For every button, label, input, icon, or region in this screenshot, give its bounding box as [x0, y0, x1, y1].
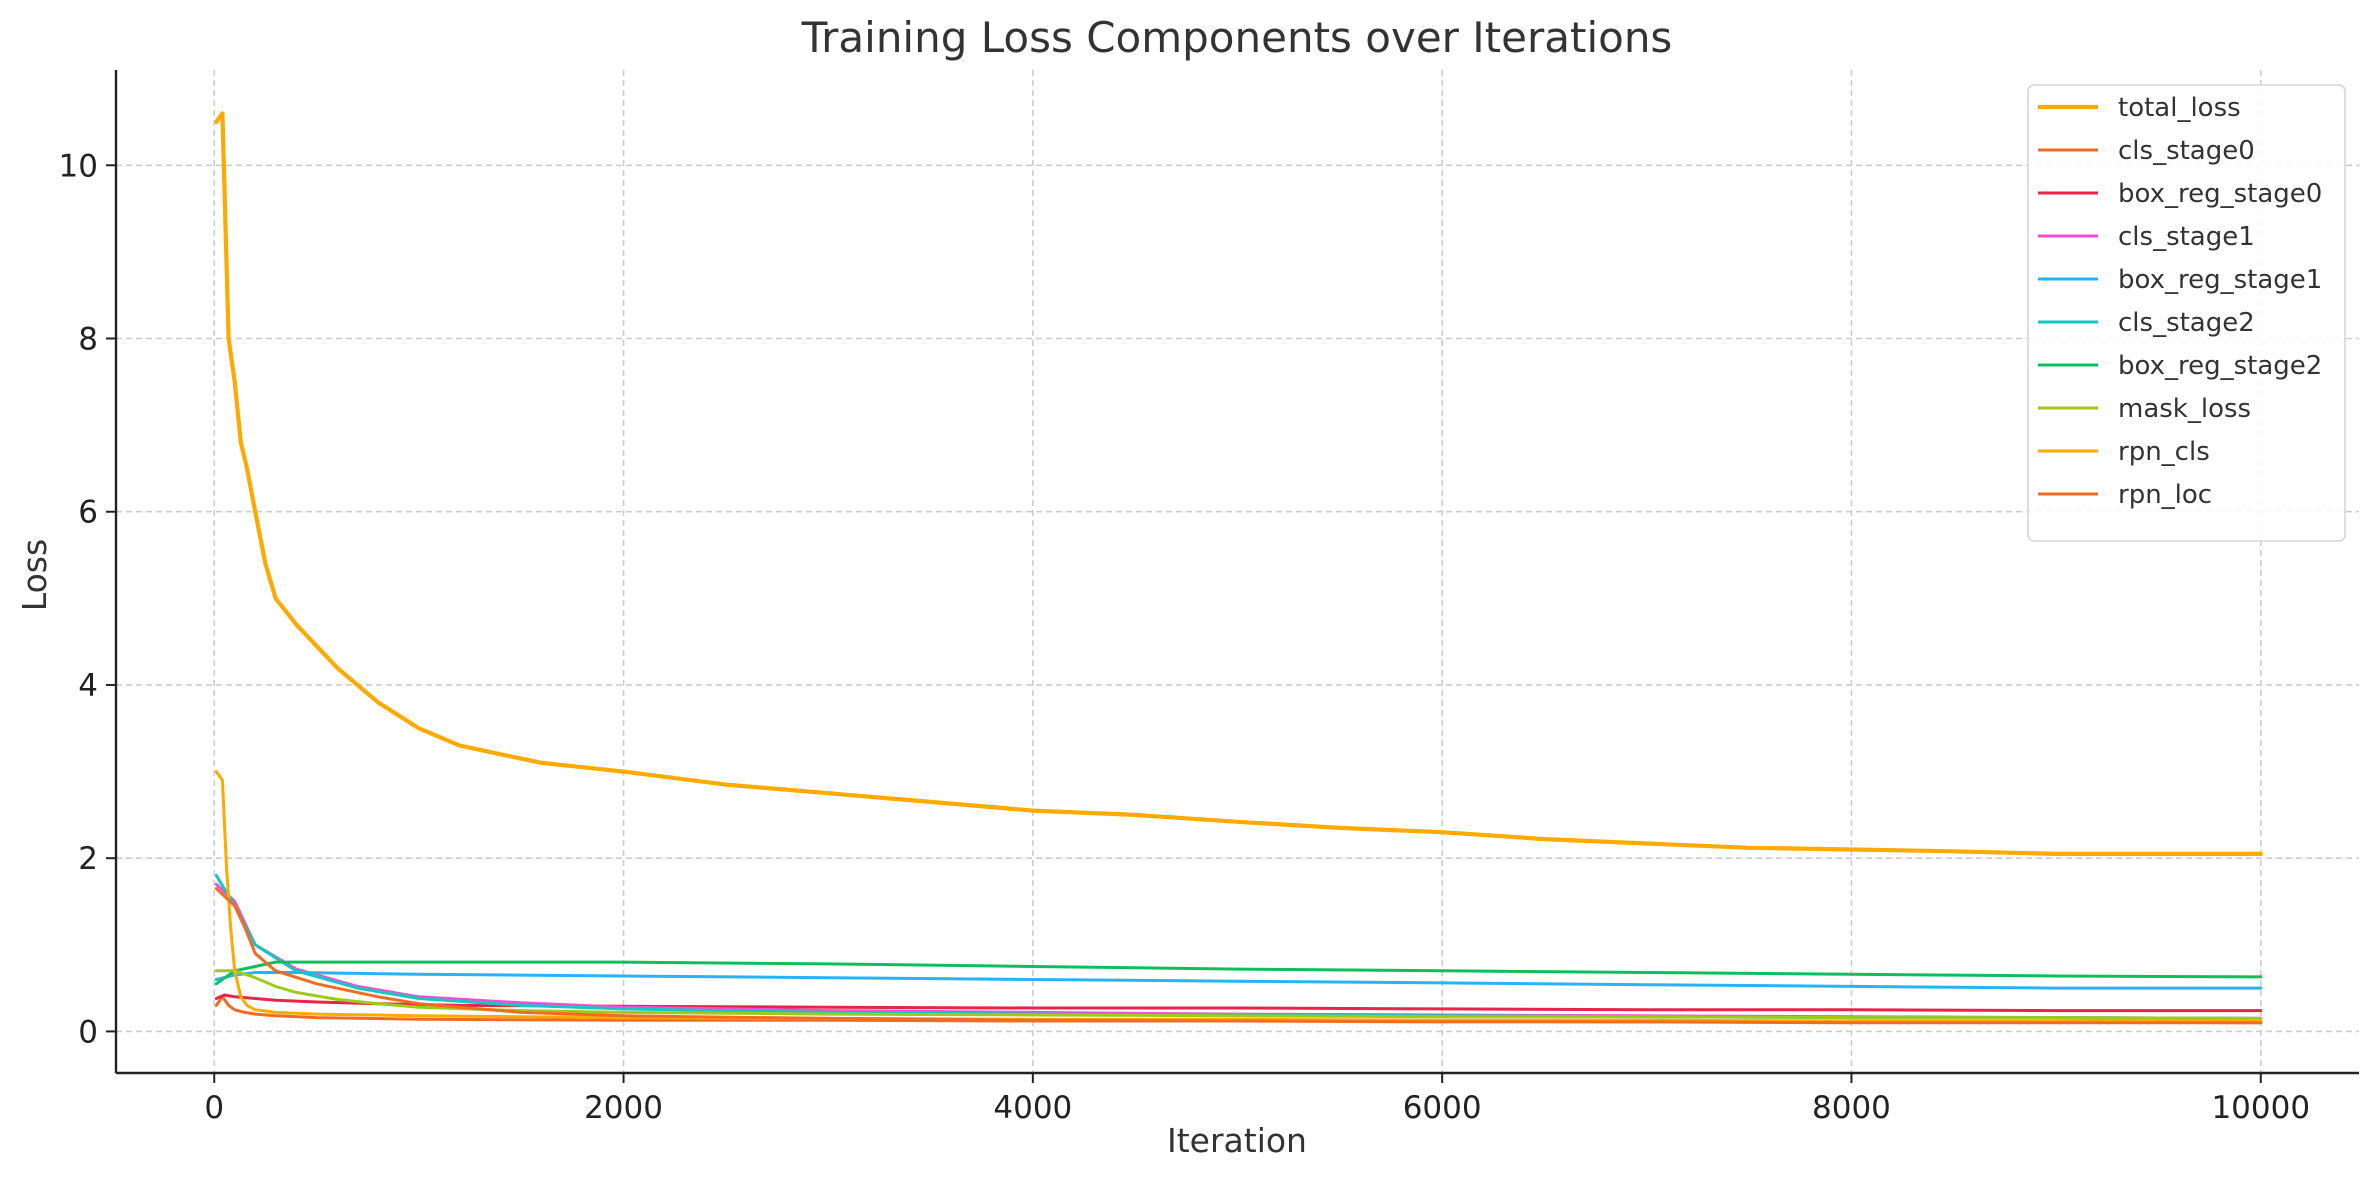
legend-label: box_reg_stage2: [2118, 351, 2322, 381]
x-tick-label: 6000: [1403, 1090, 1482, 1126]
grid: [116, 70, 2359, 1073]
x-axis-label: Iteration: [1167, 1121, 1307, 1160]
series-line-rpn-cls: [214, 770, 2263, 1023]
legend-label: rpn_cls: [2118, 437, 2210, 467]
legend-label: cls_stage1: [2118, 222, 2255, 252]
y-tick-label: 2: [78, 841, 98, 877]
y-tick-label: 0: [78, 1014, 98, 1050]
x-tick-label: 8000: [1812, 1090, 1891, 1126]
y-axis-label: Loss: [15, 539, 54, 611]
x-tick-label: 4000: [993, 1090, 1072, 1126]
y-tick-label: 6: [78, 495, 98, 531]
series-line-box-reg-stage2: [214, 960, 2263, 986]
series-layer: [214, 111, 2263, 1025]
legend-label: box_reg_stage1: [2118, 265, 2322, 295]
series-line-cls-stage1: [214, 882, 2263, 1020]
series-line-rpn-loc: [214, 887, 2263, 1025]
legend-label: cls_stage0: [2118, 136, 2255, 166]
series-line-cls-stage2: [214, 874, 2263, 1020]
chart-title: Training Loss Components over Iterations: [801, 13, 1673, 62]
x-tick-label: 2000: [584, 1090, 663, 1126]
legend-box: [2027, 84, 2346, 542]
y-tick-label: 10: [59, 148, 98, 184]
series-line-total-loss: [214, 111, 2263, 857]
legend-label: box_reg_stage0: [2118, 179, 2322, 209]
legend-label: cls_stage2: [2118, 308, 2255, 338]
legend-label: mask_loss: [2118, 394, 2251, 424]
y-tick-label: 4: [78, 668, 98, 704]
ticks: 0 2000 4000 6000 8000 10000 0 2 4 6 8 10: [59, 148, 2311, 1126]
y-tick-label: 8: [78, 322, 98, 358]
legend: total_loss cls_stage0 box_reg_stage0 cls_st…: [2027, 84, 2346, 542]
series-line-mask-loss: [214, 969, 2263, 1020]
axes: [114, 70, 2359, 1075]
series-line-box-reg-stage1: [214, 971, 2263, 990]
legend-label: total_loss: [2118, 93, 2241, 123]
x-tick-label: 10000: [2211, 1090, 2310, 1126]
legend-label: rpn_loc: [2118, 480, 2212, 510]
x-tick-label: 0: [204, 1090, 224, 1126]
